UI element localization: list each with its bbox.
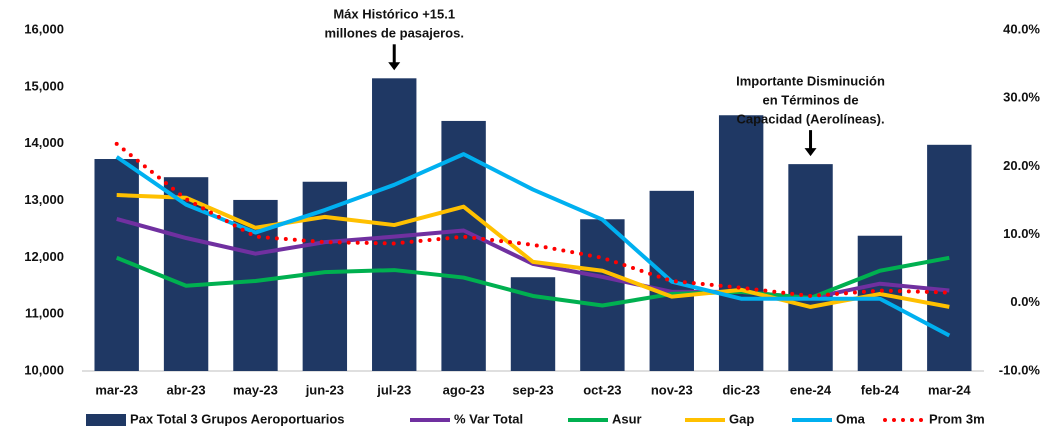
x-tick-label: jul-23 [376,382,411,397]
annotation-text: en Términos de [762,93,858,108]
x-tick-label: oct-23 [583,382,621,397]
legend-label: Gap [729,411,754,426]
y2-tick-label: 10.0% [1003,226,1040,241]
y-tick-label: 10,000 [24,362,64,377]
legend-label: Asur [612,411,642,426]
y2-tick-label: -10.0% [999,362,1041,377]
x-tick-label: ene-24 [790,382,832,397]
series-line [116,193,950,309]
annotation-arrowhead [804,148,817,157]
legend-swatch [86,414,126,426]
y2-tick-label: 20.0% [1003,158,1040,173]
bar [718,115,764,371]
x-tick-label: feb-24 [861,382,900,397]
x-tick-label: nov-23 [651,382,693,397]
y-tick-label: 14,000 [24,135,64,150]
x-tick-label: dic-23 [722,382,760,397]
x-tick-label: sep-23 [512,382,553,397]
y-tick-label: 16,000 [24,21,64,36]
y-tick-label: 15,000 [24,78,64,93]
legend-label: % Var Total [454,411,523,426]
x-tick-label: mar-23 [95,382,138,397]
y-tick-label: 13,000 [24,192,64,207]
y2-tick-label: 0.0% [1010,294,1040,309]
annotation-text: Capacidad (Aerolíneas). [736,112,884,127]
bar [580,219,625,371]
legend-label: Pax Total 3 Grupos Aeroportuarios [130,411,345,426]
annotation-text: Importante Disminución [736,74,885,89]
y-tick-label: 12,000 [24,249,64,264]
annotation-text: Máx Histórico +15.1 [333,7,455,22]
x-tick-label: may-23 [233,382,278,397]
x-tick-label: jun-23 [305,382,344,397]
legend-label: Oma [836,411,866,426]
annotation-arrowhead [388,62,401,71]
series-line [115,152,951,338]
x-tick-label: abr-23 [167,382,206,397]
bar [857,235,903,371]
annotation-text: millones de pasajeros. [325,26,464,41]
x-tick-label: ago-23 [443,382,485,397]
bar [788,164,833,371]
series-line [114,141,952,298]
y2-tick-label: 30.0% [1003,90,1040,105]
legend-label: Prom 3m [929,411,985,426]
y2-tick-label: 40.0% [1003,21,1040,36]
y-tick-label: 11,000 [25,306,64,321]
x-tick-label: mar-24 [928,382,971,397]
bar [441,120,486,371]
